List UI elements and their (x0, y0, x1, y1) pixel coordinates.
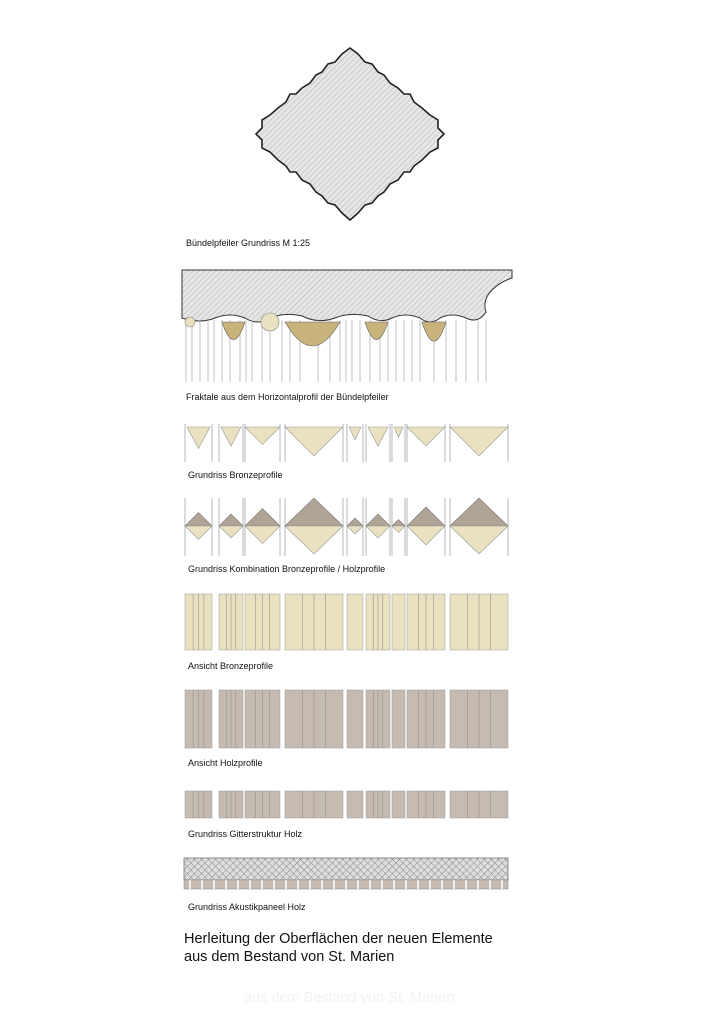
bronze-profile (284, 426, 344, 457)
bronze-profile (244, 426, 281, 445)
wood-grid (391, 790, 406, 819)
bronze-profile (393, 426, 404, 439)
fractal-shape (284, 321, 341, 347)
wood-elevation (346, 689, 364, 749)
fractal-shape (221, 321, 246, 340)
bronze-profile (244, 525, 281, 544)
label: Ansicht Bronzeprofile (188, 661, 273, 671)
bronze-profile (284, 525, 344, 555)
bronze-profile (346, 525, 364, 535)
caption: Herleitung der Oberflächen der neuen Ele… (184, 931, 493, 947)
bronze-profile (220, 426, 242, 447)
wood-profile (284, 497, 344, 527)
bronze-profile (367, 426, 389, 447)
label: Bündelpfeiler Grundriss M 1:25 (186, 238, 310, 248)
wood-profile (346, 517, 364, 527)
bronze-profile (186, 426, 211, 450)
caption-ghost: aus dem Bestand von St. Marien (244, 990, 454, 1006)
wood-profile (218, 513, 244, 527)
bronze-profile (184, 525, 213, 540)
wood-profile (406, 506, 446, 527)
caption: aus dem Bestand von St. Marien (184, 949, 394, 965)
wood-grid (346, 790, 364, 819)
bronze-profile (365, 525, 391, 539)
bronze-profile (406, 525, 446, 546)
wood-profile (391, 519, 406, 527)
fractal-shape (421, 321, 447, 342)
bronze-profile (406, 426, 446, 447)
label: Fraktale aus dem Horizontalprofil der Bü… (186, 392, 389, 402)
bronze-profile (218, 525, 244, 539)
wood-profile (244, 508, 281, 527)
label: Ansicht Holzprofile (188, 758, 263, 768)
bronze-elevation (391, 593, 406, 651)
bronze-profile (449, 426, 509, 457)
bronze-elevation (346, 593, 364, 651)
wood-profile (184, 512, 213, 527)
wood-profile (449, 497, 509, 527)
label: Grundriss Bronzeprofile (188, 470, 283, 480)
label: Grundriss Akustikpaneel Holz (188, 902, 306, 912)
fractal-shape (364, 321, 389, 340)
pier-plan (254, 47, 446, 222)
fractal-shape (260, 312, 280, 332)
label: Grundriss Gitterstruktur Holz (188, 829, 303, 839)
fractal-shape (184, 316, 196, 328)
bronze-profile (348, 426, 362, 441)
fractal-profile (181, 269, 513, 323)
bronze-profile (391, 525, 406, 533)
wood-profile (365, 513, 391, 527)
acoustic-panel (183, 857, 509, 881)
bronze-profile (449, 525, 509, 555)
label: Grundriss Kombination Bronzeprofile / Ho… (188, 564, 385, 574)
wood-elevation (391, 689, 406, 749)
